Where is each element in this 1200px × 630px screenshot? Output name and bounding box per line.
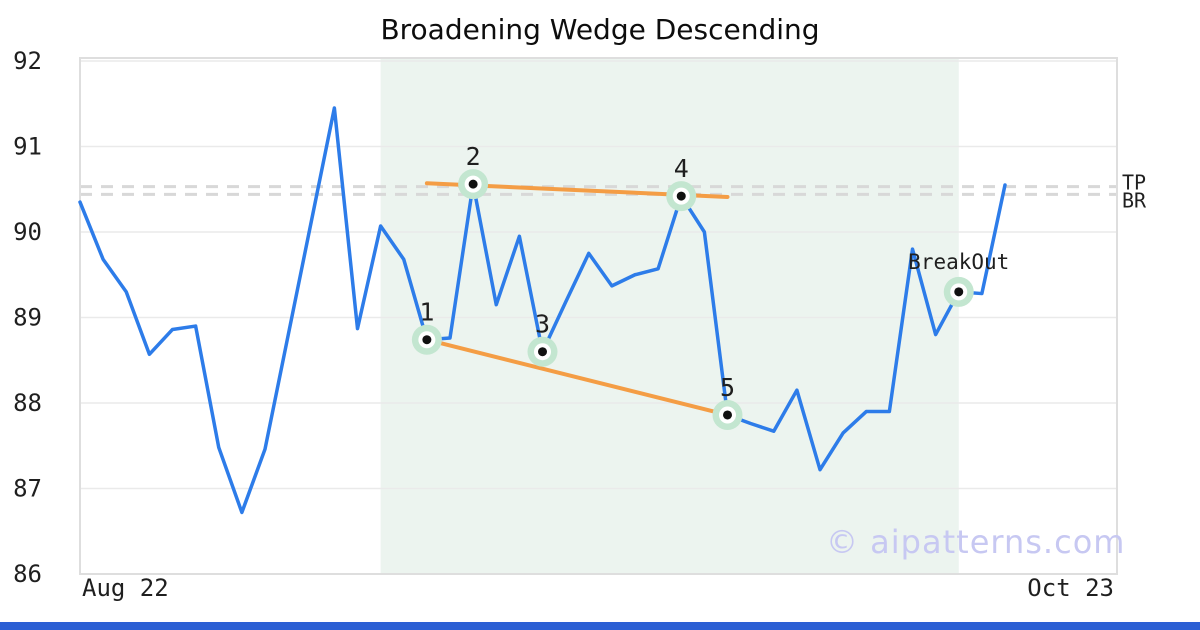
tp-label: TP [1122,171,1146,195]
trendline-lower [424,337,730,417]
y-tick-86: 86 [13,560,42,588]
y-tick-92: 92 [13,47,42,75]
pattern-point-label-2: 2 [466,142,481,171]
y-tick-88: 88 [13,389,42,417]
watermark: © aipatterns.com [826,523,1126,561]
pattern-point-2-dot [468,179,478,189]
br-label: BR [1122,188,1147,212]
pattern-point-4-dot [676,191,686,201]
pattern-point-5-dot [723,410,732,420]
chart-title: Broadening Wedge Descending [380,13,820,46]
pattern-point-1-dot [422,335,432,345]
pattern-point-3-dot [538,347,547,357]
pattern-point-label-5: 5 [720,373,735,402]
y-tick-90: 90 [13,218,42,246]
y-tick-89: 89 [13,304,42,332]
pattern-point-label-1: 1 [419,298,434,327]
y-tick-91: 91 [13,133,42,161]
x-tick-start: Aug 22 [82,574,169,602]
x-tick-end: Oct 23 [1027,574,1114,602]
plot-border [79,57,1118,575]
pattern-point-label-4: 4 [674,154,689,183]
pattern-point-label-3: 3 [535,310,550,339]
y-tick-87: 87 [13,475,42,503]
pattern-shaded-region [380,59,959,573]
breakout-label: BreakOut [908,250,1009,274]
breakout-point-dot [954,287,964,297]
brand-bar [0,622,1200,630]
